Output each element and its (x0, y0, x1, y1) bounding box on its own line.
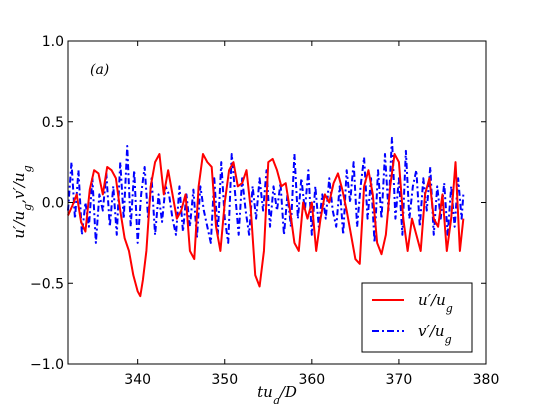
y-tick-label-2: 0.0 (42, 196, 64, 212)
x-tick-label-2: 360 (298, 372, 325, 388)
series-layer (67, 136, 465, 298)
series-line-v (67, 136, 465, 244)
x-tick-label-0: 340 (124, 372, 151, 388)
x-tick-label-4: 380 (473, 372, 500, 388)
y-tick-label-4: 1.0 (42, 34, 64, 50)
y-tick-label-3: 0.5 (42, 115, 64, 131)
y-tick-label-1: −0.5 (30, 276, 64, 292)
y-axis-label: u′/ug,v′/ug (10, 165, 34, 238)
y-tick-label-0: −1.0 (30, 357, 64, 373)
x-tick-label-1: 350 (211, 372, 238, 388)
x-tick-label-3: 370 (386, 372, 413, 388)
y-axis-ticks: −1.0 −0.5 0.0 0.5 1.0 (30, 34, 486, 373)
legend-label-u: u′/ug (418, 291, 453, 315)
x-axis-label: tug/D (257, 383, 297, 404)
legend-box (361, 282, 473, 353)
x-axis-ticks: 340 350 360 370 380 (124, 41, 499, 388)
series-line-u (67, 153, 465, 298)
panel-label: (a) (90, 62, 109, 78)
legend-label-v: v′/ug (418, 322, 452, 346)
legend: u′/ug v′/ug (361, 282, 473, 353)
